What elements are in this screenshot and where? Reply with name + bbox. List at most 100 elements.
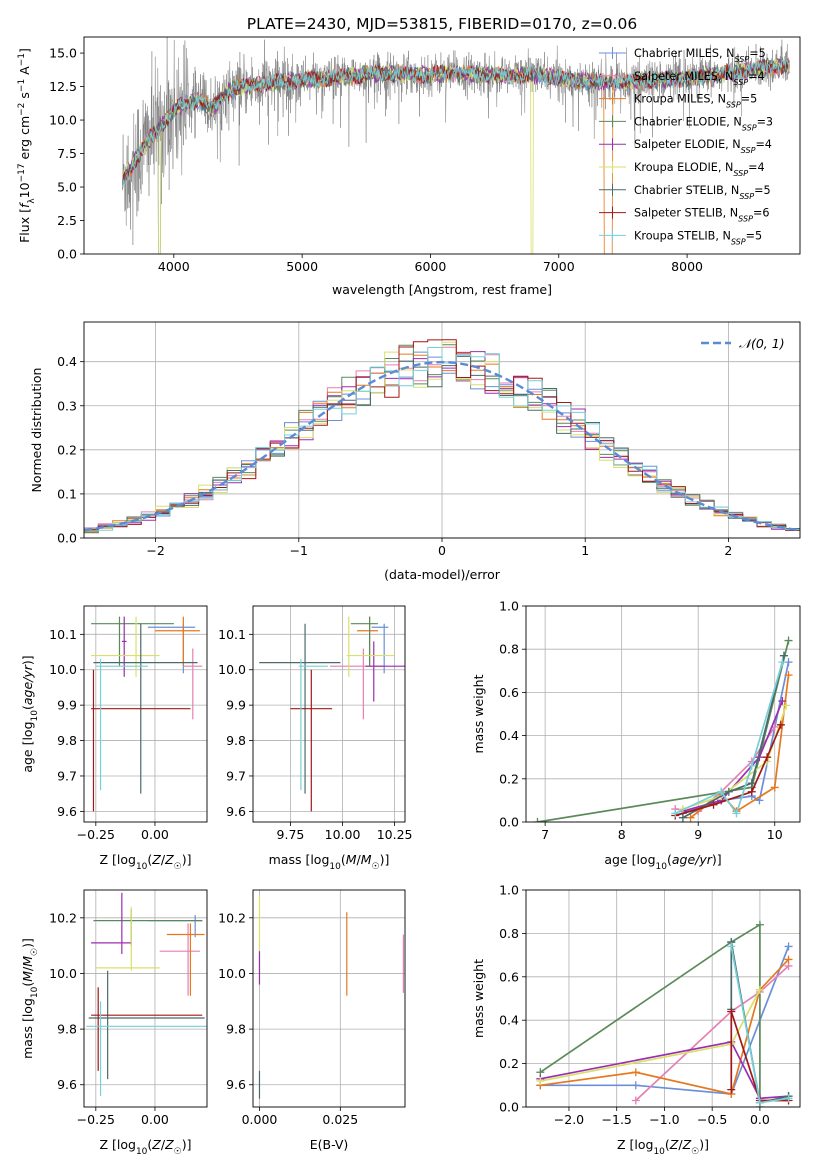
errorbar-point: [91, 616, 160, 677]
axes-mass-vs-ebv: 0.000 0.025 9.6 9.8 10.0 10.2 E(B-V): [218, 889, 406, 1152]
weight-marker: [755, 920, 764, 929]
figure-title: PLATE=2430, MJD=53815, FIBERID=0170, z=0…: [247, 15, 637, 33]
x-axis-label: wavelength [Angstrom, rest frame]: [332, 282, 552, 297]
y-tick-label: 9.7: [57, 768, 77, 783]
weight-marker: [779, 651, 788, 660]
errorbar-point: [365, 641, 405, 702]
y-tick-label: 0.2: [57, 442, 77, 457]
x-axis-label: Z [log10(Z/Z☉)]: [99, 1137, 191, 1157]
y-tick-label: 0.4: [499, 728, 519, 743]
weight-marker: [631, 1096, 640, 1105]
weight-marker: [784, 942, 793, 951]
plot-area: [258, 895, 404, 1099]
weight-marker: [747, 779, 756, 788]
y-tick-label: 15.0: [49, 46, 77, 61]
legend-label: Chabrier MILES, NSSP=5: [634, 47, 766, 64]
y-tick-label: 0.0: [499, 815, 519, 830]
axes-age-vs-z: −0.25 0.00 9.6 9.7 9.8 9.9 10.0 10.1 Z [log10(Z/…: [20, 605, 208, 872]
y-tick-label: 10.1: [218, 627, 246, 642]
ticks: 9.75 10.00 10.25 9.6 9.7 9.8 9.9 10.0 10.1: [218, 627, 412, 842]
y-tick-label: 0.4: [499, 1013, 519, 1028]
legend-label: 𝒩(0, 1): [739, 336, 785, 351]
x-tick-label: −2: [146, 543, 164, 558]
errorbar-point: [371, 623, 389, 674]
weight-series: [537, 640, 790, 822]
errorbar-point: [88, 970, 205, 1080]
ticks: −2.0 −1.5 −1.0 −0.5 0.0 0.0 0.2 0.4 0.6 0.8 1.0: [499, 883, 770, 1128]
x-tick-label: −0.25: [77, 827, 115, 842]
axes-mass-vs-z: −0.25 0.00 9.6 9.8 10.0 10.2 Z [log10(Z/Z☉)] ma…: [20, 889, 208, 1157]
weight-marker: [631, 1081, 640, 1090]
y-axis-label: mass weight: [471, 674, 486, 753]
plot-layer: 4000 5000 6000 7000 80000.02.55.07.510.012.5…: [17, 36, 801, 1157]
axes-frame: [525, 889, 801, 1108]
weight-series: [635, 965, 790, 1102]
x-tick-label: 6000: [415, 259, 447, 274]
errorbar-point: [91, 616, 174, 667]
weight-marker: [747, 761, 756, 770]
x-tick-label: −0.5: [697, 1112, 727, 1127]
gridlines: [84, 890, 207, 1107]
weight-marker: [536, 1076, 545, 1085]
x-tick-label: 9: [694, 827, 702, 842]
x-tick-label: 1: [581, 543, 589, 558]
weight-marker: [686, 813, 695, 822]
weight-marker: [678, 813, 687, 822]
y-tick-label: 2.5: [57, 213, 77, 228]
y-tick-label: 9.8: [226, 1022, 246, 1037]
errorbar-point: [298, 659, 328, 791]
y-tick-label: 0.6: [499, 685, 519, 700]
y-tick-label: 0.2: [499, 771, 519, 786]
plot-area: [259, 616, 405, 812]
weight-marker: [732, 809, 741, 818]
y-tick-label: 10.0: [49, 662, 77, 677]
legend-label: Chabrier STELIB, NSSP=5: [634, 184, 771, 201]
model-spectrum: [122, 59, 790, 185]
x-tick-label: −0.25: [77, 1112, 115, 1127]
y-tick-label: 0.4: [57, 354, 77, 369]
weight-marker: [671, 809, 680, 818]
legend-label: Salpeter MILES, NSSP=4: [634, 70, 765, 87]
x-tick-label: 10: [767, 827, 783, 842]
weight-marker: [533, 818, 542, 822]
ticks: −0.25 0.00 9.6 9.8 10.0 10.2: [49, 910, 169, 1127]
x-tick-label: −1.0: [649, 1112, 679, 1127]
errorbar-point: [350, 616, 378, 667]
errorbar-point: [95, 906, 160, 971]
weight-series: [682, 655, 785, 819]
y-tick-label: 1.0: [499, 599, 519, 614]
axes-frame: [83, 36, 801, 255]
x-tick-label: 10.00: [325, 827, 361, 842]
weight-series: [540, 989, 761, 1082]
plot-area: [91, 616, 203, 812]
errorbar-point: [346, 616, 395, 677]
y-tick-label: 9.6: [226, 1077, 246, 1092]
y-tick-label: 9.6: [57, 1077, 77, 1092]
axes-residual-histogram: −2 −1 0 1 2 0.0 0.1 0.2 0.3 0.4 (data-model)/error…: [29, 321, 801, 582]
errorbar-point: [95, 659, 148, 791]
weight-marker: [784, 671, 793, 680]
ticks: 7 8 9 10 0.0 0.2 0.4 0.6 0.8 1.0: [499, 599, 783, 843]
weight-series: [540, 1040, 789, 1100]
y-tick-label: 0.6: [499, 969, 519, 984]
errorbar-point: [91, 892, 132, 954]
errorbar-point: [183, 648, 203, 720]
axes-spectrum: 4000 5000 6000 7000 8000 0.0 2.5 5.0 7.5 10.0 12.5…: [17, 36, 801, 297]
y-tick-label: 10.0: [218, 966, 246, 981]
gridlines: [253, 606, 405, 822]
errorbar-point: [93, 909, 203, 946]
errorbar-point: [86, 1001, 207, 1096]
y-tick-label: 9.8: [57, 1022, 77, 1037]
errorbar-point: [290, 669, 333, 812]
plot-area: [122, 37, 790, 254]
y-tick-label: 9.6: [226, 804, 246, 819]
x-tick-label: 0.00: [141, 827, 169, 842]
x-tick-label: 0.0: [750, 1112, 770, 1127]
y-tick-label: 10.0: [49, 113, 77, 128]
plot-area: [533, 636, 793, 822]
weight-marker: [724, 787, 733, 796]
axes-age-vs-mass: 9.75 10.00 10.25 9.6 9.7 9.8 9.9 10.0 10.1 mass […: [218, 605, 412, 872]
x-axis-label: age [log10(age/yr)]: [604, 852, 721, 872]
axes-frame: [83, 889, 208, 1108]
